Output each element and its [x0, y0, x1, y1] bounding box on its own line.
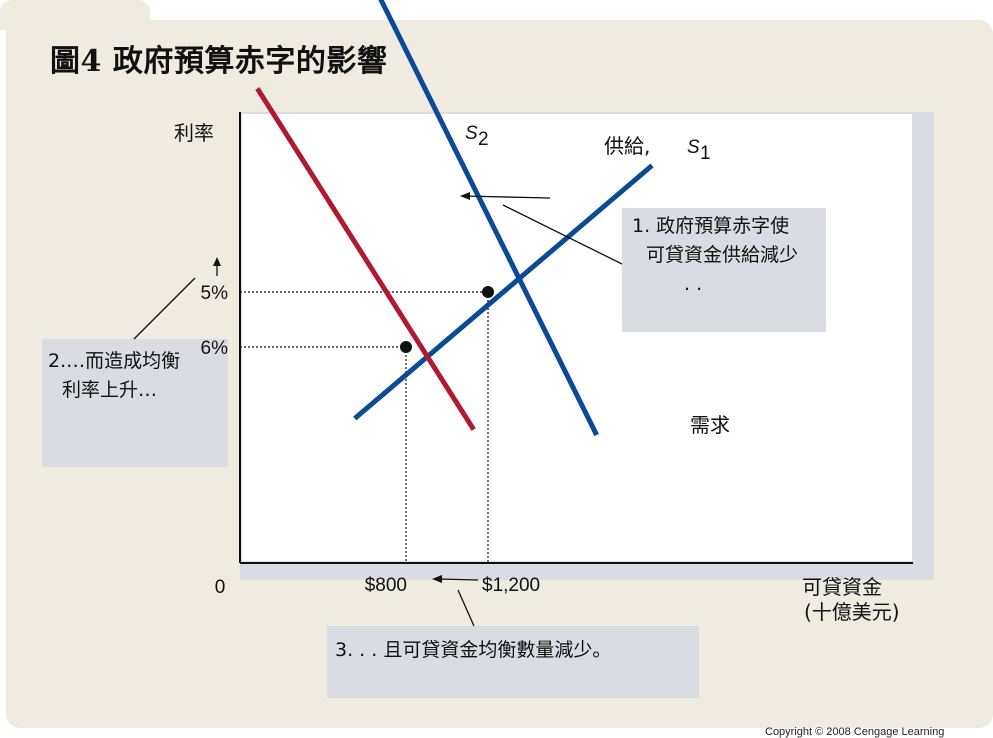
guide-lines — [240, 291, 489, 563]
figure-tab — [0, 0, 150, 30]
annotation-line: 1. 政府預算赤字使 — [632, 215, 790, 237]
annotation-line: 2.…而造成均衡 — [48, 350, 181, 372]
annotation-line: . . — [684, 273, 703, 295]
equilibrium-points — [400, 286, 494, 353]
x-axis-unit-label: (十億美元) — [804, 600, 900, 624]
equilibrium-point-1 — [400, 341, 412, 353]
plot-panel — [242, 114, 912, 561]
supply-s1-line — [378, 0, 599, 437]
y-tick-label-1: 5% — [201, 283, 229, 304]
callout-line-note2 — [133, 277, 196, 340]
figure-title: 圖4 政府預算赤字的影響 — [50, 44, 388, 79]
annotation-line: 3. . . 且可貸資金均衡數量減少。 — [335, 639, 612, 661]
annotation-line: 可貸資金供給減少 — [646, 244, 799, 266]
series-layer — [255, 0, 654, 437]
supply-s1-subscript: 1 — [700, 143, 711, 164]
copyright-text: Copyright © 2008 Cengage Learning — [765, 726, 945, 738]
annotation-rate-rise: 2.…而造成均衡 利率上升… — [42, 339, 228, 467]
annotation-supply-decrease: 1. 政府預算赤字使 可貸資金供給減少 . . — [622, 208, 826, 332]
supply-s1-label: S — [687, 137, 700, 158]
shift-arrow — [461, 195, 551, 199]
demand-label: 需求 — [690, 413, 730, 437]
demand-line — [353, 163, 654, 421]
origin-label: 0 — [215, 577, 226, 598]
y-tick-label-2: 6% — [201, 338, 229, 359]
x-tick-label-2: $1,200 — [482, 575, 540, 596]
supply-s2-line — [255, 87, 476, 431]
callout-line-note3 — [457, 589, 475, 627]
quantity-left-arrow-head — [432, 575, 442, 583]
equilibrium-point-2 — [482, 286, 494, 298]
supply-prefix-label: 供給, — [604, 134, 650, 158]
callout-line-note1 — [502, 204, 623, 265]
supply-s2-subscript: 2 — [478, 129, 489, 150]
shift-arrow-head — [460, 192, 470, 200]
x-tick-label-1: $800 — [365, 575, 407, 596]
supply-s2-label: S — [465, 123, 478, 144]
annotation-quantity-decrease: 3. . . 且可貸資金均衡數量減少。 — [327, 626, 699, 698]
annotation-line: 利率上升… — [62, 379, 158, 401]
x-axis-label: 可貸資金 — [802, 575, 882, 599]
quantity-left-arrow — [437, 578, 479, 581]
rate-up-arrow-head — [213, 257, 221, 266]
y-axis-label: 利率 — [174, 121, 214, 145]
